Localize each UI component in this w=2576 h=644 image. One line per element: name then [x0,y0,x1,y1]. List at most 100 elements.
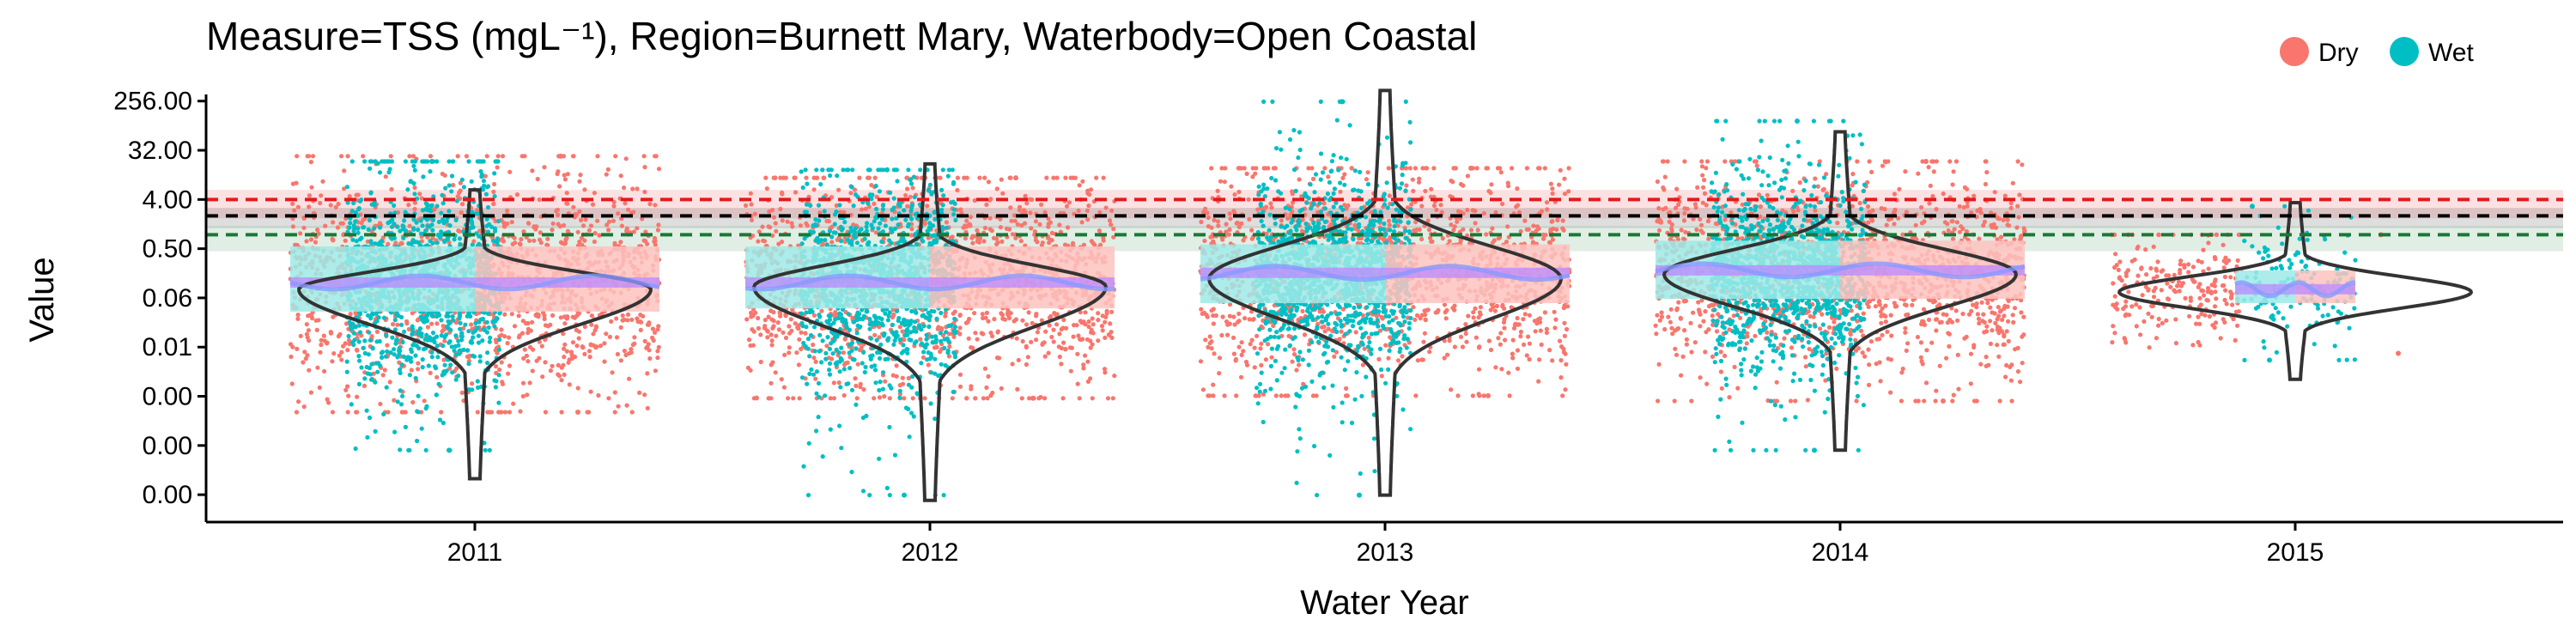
data-point [640,216,645,222]
data-point [635,186,640,191]
data-point [344,369,349,374]
data-point [368,240,374,246]
data-point [781,175,787,180]
data-point [582,351,587,356]
data-point [440,324,446,329]
data-point [957,331,963,337]
data-point [1013,235,1018,240]
data-point [624,228,629,234]
data-point [308,237,314,242]
data-point [459,202,465,207]
data-point [903,405,908,410]
data-point [831,380,836,386]
data-point [571,204,576,210]
data-point [1072,323,1077,328]
data-point [374,329,380,334]
data-point [298,231,303,236]
data-point [401,235,406,240]
data-point [981,315,986,321]
data-point [505,341,510,346]
data-point [951,389,956,395]
data-point [415,409,420,414]
data-point [855,361,860,367]
data-point [470,221,475,227]
data-point [364,364,369,370]
data-point [556,362,561,368]
data-point [377,170,383,175]
data-point [917,325,922,331]
data-point [555,171,560,177]
data-point [980,312,985,317]
data-point [500,380,505,385]
data-point [999,311,1004,316]
data-point [948,323,953,328]
data-point [618,325,623,330]
data-point [655,228,661,233]
data-point [353,210,358,216]
data-point [346,333,351,339]
data-point [445,236,450,241]
guideline-band [206,208,2563,228]
data-point [330,359,335,364]
data-point [330,410,336,415]
data-point [1110,396,1115,401]
data-point [794,350,799,355]
data-point [902,396,907,401]
data-point [593,345,598,350]
data-point [908,208,914,213]
data-point [629,317,635,322]
data-point [419,426,424,431]
data-point [521,355,526,361]
data-point [934,316,939,321]
data-point [1040,341,1045,346]
data-point [292,208,297,213]
data-point [799,346,804,352]
data-point [362,350,368,355]
data-point [416,228,421,233]
data-point [439,318,444,323]
data-point [910,396,915,401]
data-point [384,332,389,337]
data-point [497,334,502,339]
data-point [799,320,805,325]
data-point [872,368,878,373]
data-point [495,154,501,159]
data-point [862,236,867,241]
data-point [769,343,775,348]
data-point [589,313,594,319]
data-point [468,313,473,319]
data-point [521,229,526,234]
data-point [571,154,576,159]
data-point [442,173,447,178]
data-point [891,342,896,347]
data-point [355,207,361,212]
data-point [345,384,350,389]
data-point [543,360,548,365]
data-point [598,343,604,349]
data-point [423,406,428,411]
data-point [400,393,405,398]
data-point [530,168,535,173]
data-point [410,238,416,243]
data-point [1042,210,1048,215]
data-point [883,223,888,228]
data-point [635,226,640,231]
data-point [289,354,294,360]
data-point [342,168,347,173]
data-point [589,322,594,327]
data-point [623,352,629,358]
data-point [323,223,328,228]
data-point [819,308,824,313]
data-point [944,220,949,225]
data-point [1097,228,1102,234]
data-point [502,312,507,317]
data-point [302,349,307,355]
data-point [981,396,986,401]
data-point [465,354,471,359]
data-point [388,154,393,159]
data-point [470,242,475,247]
data-point [386,159,391,164]
data-point [368,372,374,377]
data-point [1030,197,1035,203]
data-point [442,338,447,343]
